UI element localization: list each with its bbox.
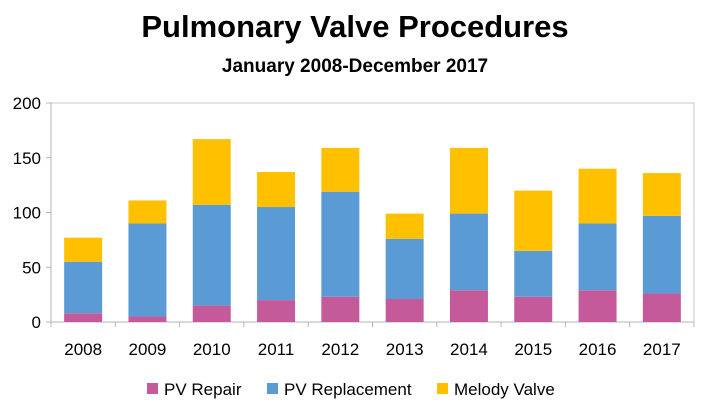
bar-pv-replacement-2012 [321,191,360,297]
bar-pv-repair-2010 [192,305,231,322]
x-tick-label: 2012 [321,340,359,359]
x-tick-group: 2008 2009 2010 2011 2012 2013 2014 2015 2016 2017 [50,322,695,359]
y-tick-label: 100 [13,204,41,223]
bar-pv-repair-2017 [642,293,681,322]
bar-melody-valve-2008 [64,237,103,262]
y-tick-label: 0 [32,313,41,332]
bar-melody-valve-2013 [385,213,424,239]
chart-title: Pulmonary Valve Procedures [141,9,568,44]
bar-pv-repair-2012 [321,296,360,322]
bar-melody-valve-2009 [128,200,167,224]
y-tick-label: 150 [13,149,41,168]
x-tick-label: 2011 [258,340,295,359]
legend-label: Melody Valve [454,380,555,399]
legend-label: PV Repair [164,380,242,399]
bar-melody-valve-2014 [449,147,488,214]
x-tick-label: 2008 [64,340,102,359]
x-tick-label: 2017 [643,340,681,359]
bar-pv-repair-2016 [578,290,617,322]
legend: PV Repair PV Replacement Melody Valve [147,380,555,399]
bar-melody-valve-2012 [321,147,360,192]
bar-pv-repair-2015 [514,296,553,322]
legend-label: PV Replacement [284,380,412,399]
y-tick-group: 0 50 100 150 200 [13,94,51,332]
x-tick-label: 2015 [514,340,552,359]
legend-swatch-melody-valve [437,383,448,394]
chart-subtitle: January 2008-December 2017 [222,56,488,77]
bar-pv-replacement-2013 [385,238,424,300]
bar-pv-replacement-2014 [449,213,488,291]
bar-pv-replacement-2009 [128,223,167,317]
bar-pv-repair-2014 [449,290,488,322]
x-tick-label: 2009 [129,340,167,359]
bar-pv-repair-2009 [128,316,167,322]
bar-melody-valve-2010 [192,139,231,205]
bar-melody-valve-2017 [642,173,681,216]
bar-melody-valve-2016 [578,168,617,224]
x-tick-label: 2014 [450,340,488,359]
y-tick-label: 50 [22,258,41,277]
bar-pv-replacement-2015 [514,250,553,297]
bar-pv-repair-2013 [385,299,424,322]
legend-swatch-pv-repair [147,383,158,394]
legend-swatch-pv-replacement [267,383,278,394]
bar-pv-repair-2008 [64,313,103,322]
bar-pv-replacement-2011 [257,207,296,301]
bar-pv-replacement-2010 [192,204,231,306]
x-tick-label: 2010 [193,340,231,359]
y-tick-label: 200 [13,94,41,113]
bar-pv-replacement-2016 [578,223,617,291]
bar-pv-repair-2011 [257,300,296,322]
bar-melody-valve-2015 [514,190,553,251]
x-tick-label: 2013 [386,340,424,359]
bar-melody-valve-2011 [257,171,296,208]
bar-group [64,139,681,322]
x-tick-label: 2016 [579,340,617,359]
bar-pv-replacement-2008 [64,261,103,314]
bar-pv-replacement-2017 [642,215,681,294]
